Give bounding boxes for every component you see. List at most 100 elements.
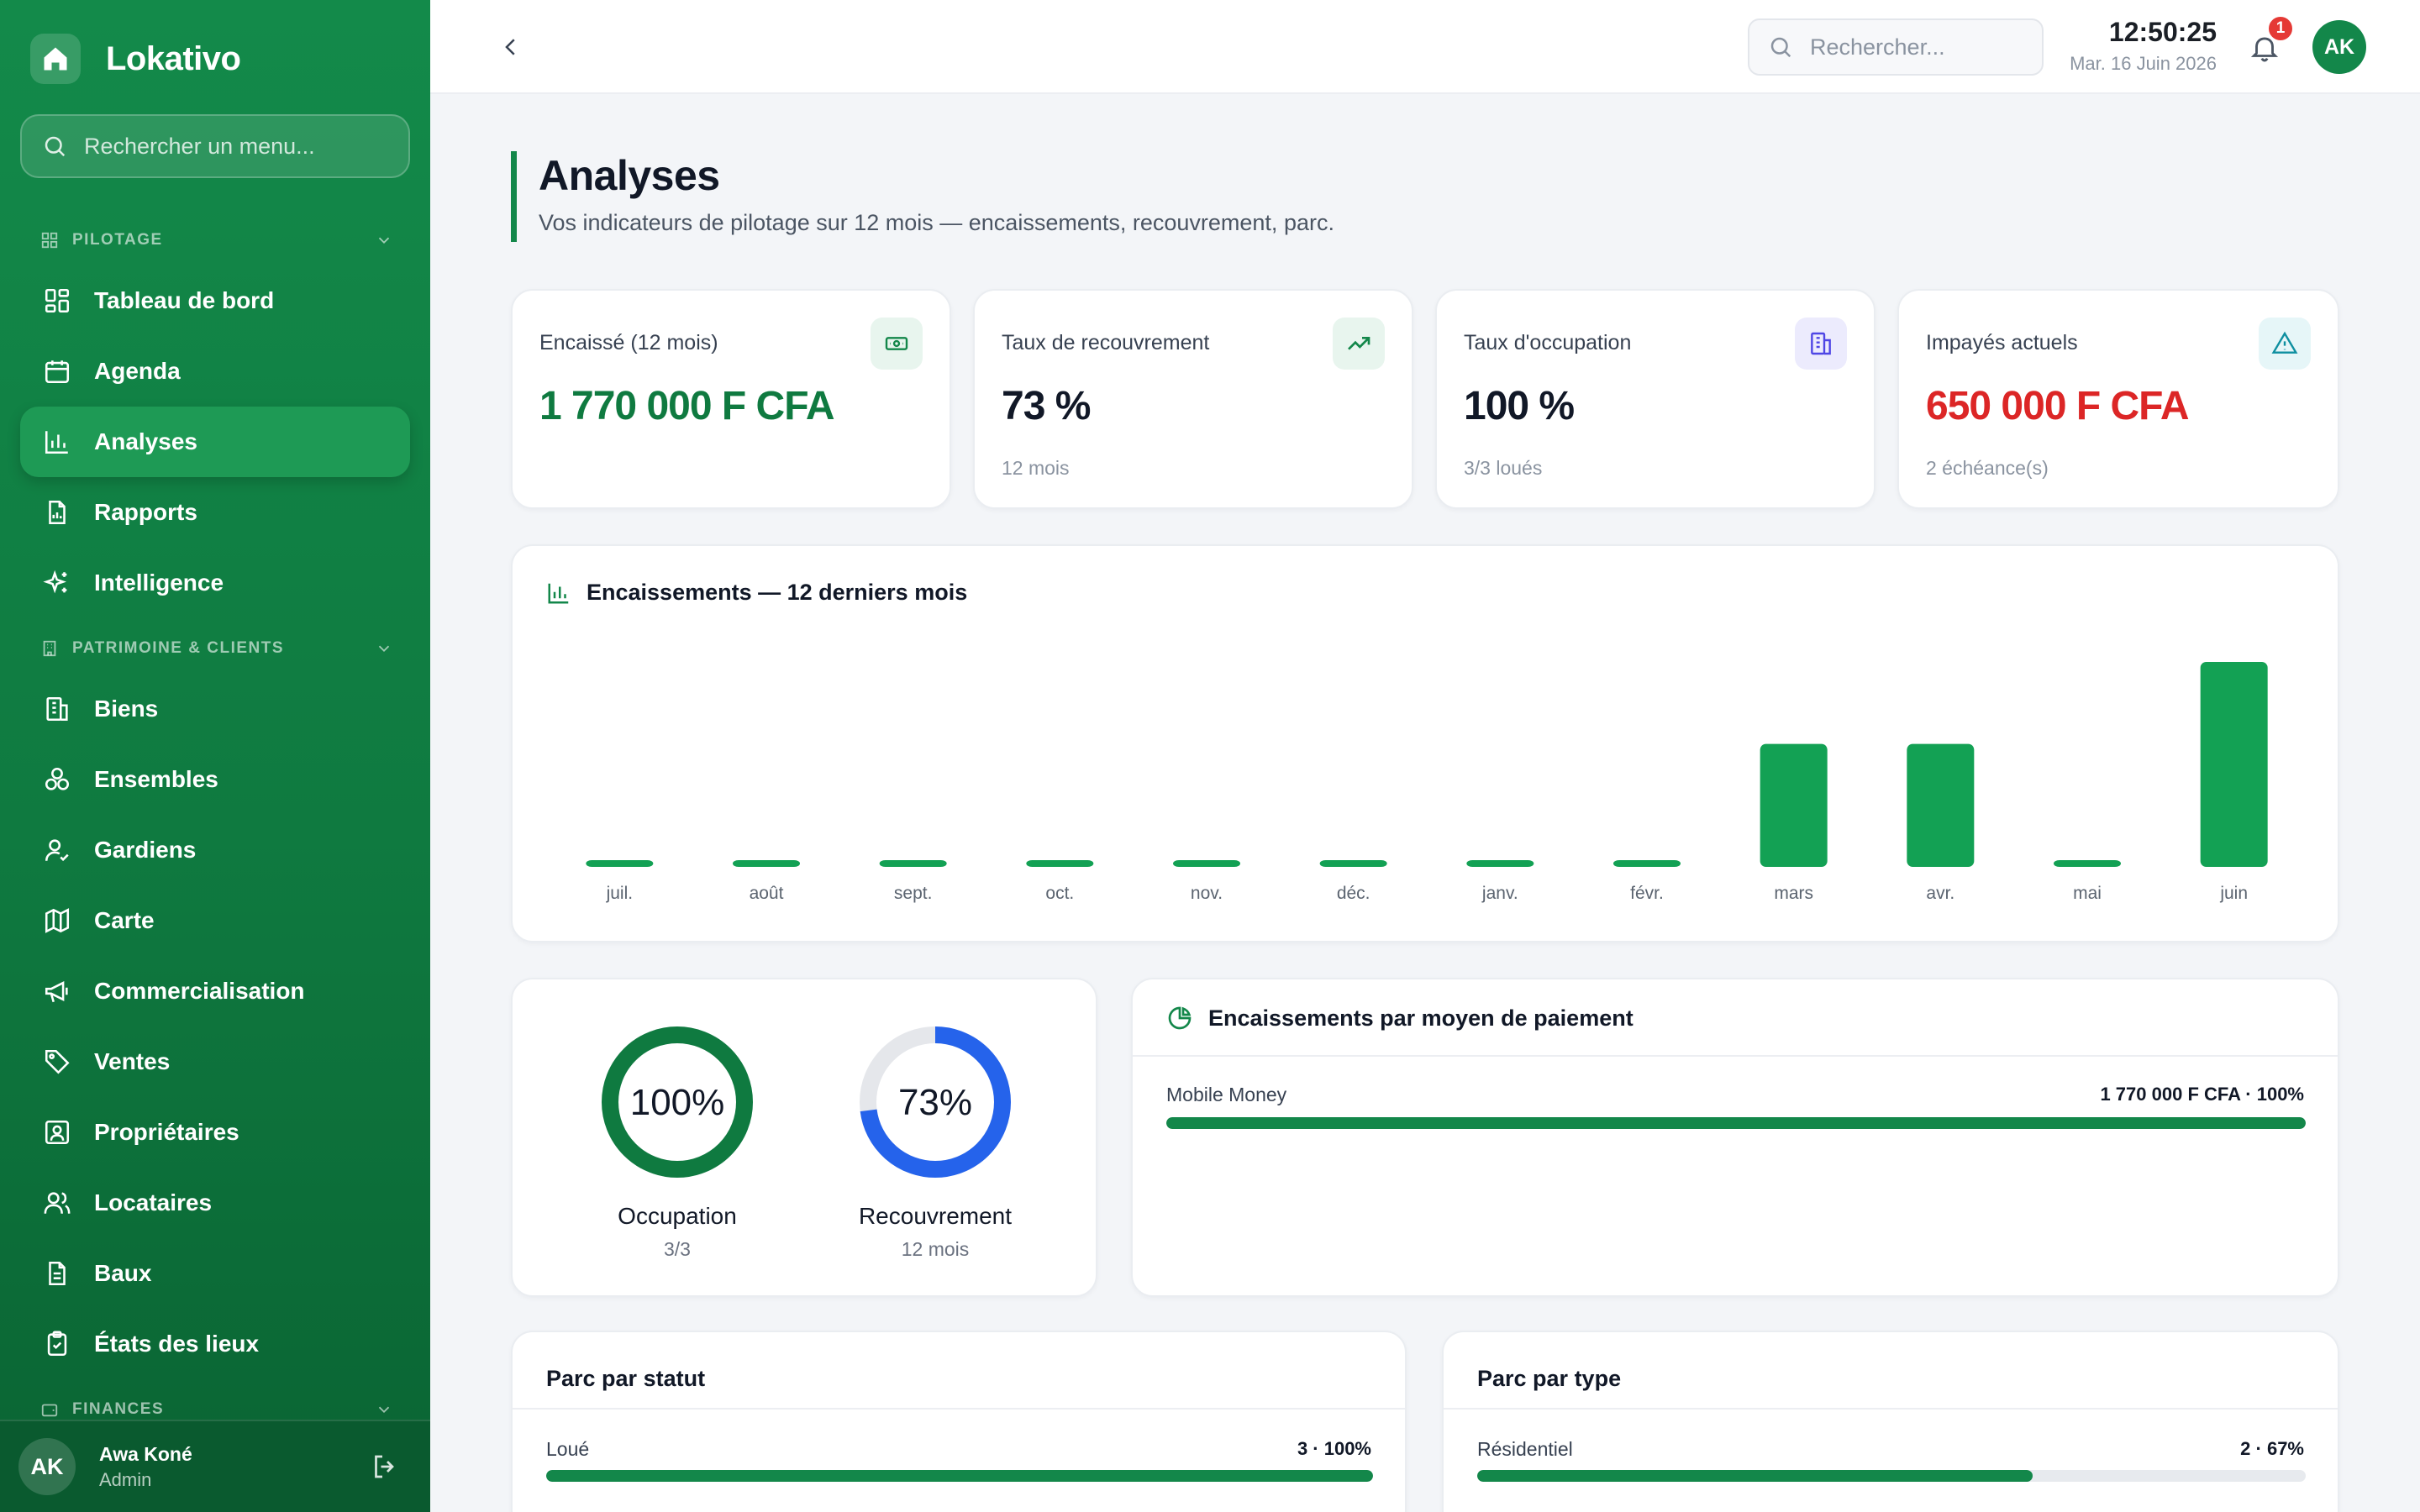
progress-value: 3 · 100% [1297, 1438, 1371, 1459]
sidebar-item-tableau-de-bord[interactable]: Tableau de bord [20, 265, 410, 336]
ring-sub: 12 mois [901, 1238, 970, 1260]
notification-badge: 1 [2267, 15, 2294, 42]
chart-bar [1466, 860, 1534, 867]
brand[interactable]: Lokativo [30, 34, 241, 84]
tick-label: mai [2073, 884, 2102, 903]
tick-label: oct. [1045, 884, 1074, 903]
parc-statut-title: Parc par statut [546, 1366, 705, 1392]
chart-bar [1173, 860, 1240, 867]
payments-card: Encaissements par moyen de paiement Mobi… [1131, 978, 2339, 1297]
kpi-label: Taux de recouvrement [1002, 331, 1210, 354]
chevron-left-icon[interactable] [494, 30, 528, 64]
page-title: Analyses [539, 152, 720, 199]
kpi-label: Taux d'occupation [1464, 331, 1632, 354]
sidebar-item-gardiens[interactable]: Gardiens [20, 815, 410, 885]
alert-triangle-icon [2259, 318, 2311, 370]
logout-icon[interactable] [370, 1452, 400, 1482]
rings-card: 100% 73% Occupation 3/3 Recouvrement 12 m… [511, 978, 1097, 1297]
progress-track [546, 1470, 1373, 1482]
chart-bar [1907, 743, 1975, 867]
parc-statut-card: Parc par statut Loué 3 · 100% [511, 1331, 1407, 1512]
sidebar-item-label: Baux [94, 1260, 152, 1286]
sidebar-item-biens[interactable]: Biens [20, 674, 410, 744]
chart-bar [733, 860, 800, 867]
search-icon [1770, 37, 1791, 58]
chart-title-text: Encaissements — 12 derniers mois [587, 580, 968, 605]
progress-track [1166, 1117, 2306, 1129]
document-icon [40, 1257, 74, 1290]
kpi-sub: 3/3 loués [1464, 457, 1543, 479]
user-role: Admin [99, 1468, 152, 1490]
search-icon [45, 136, 66, 157]
parc-type-title: Parc par type [1477, 1366, 1621, 1392]
ring-label: Occupation [618, 1203, 737, 1229]
building-icon [1795, 318, 1847, 370]
sidebar-item-label: Rapports [94, 499, 197, 525]
sidebar-user: AK Awa Koné Admin [0, 1420, 430, 1512]
chart-bar [879, 860, 947, 867]
progress-track [1477, 1470, 2306, 1482]
user-check-icon [40, 833, 74, 867]
chart-bar [1026, 860, 1094, 867]
avatar[interactable]: AK [18, 1438, 76, 1495]
sidebar-item-label: Agenda [94, 358, 181, 384]
sidebar-item-rapports[interactable]: Rapports [20, 477, 410, 548]
blocks-icon [40, 763, 74, 796]
section-patrimoine[interactable]: PATRIMOINE & CLIENTS [40, 632, 393, 665]
sidebar-item-agenda[interactable]: Agenda [20, 336, 410, 407]
section-label: PATRIMOINE & CLIENTS [72, 639, 285, 657]
user-info: Awa Koné Admin [99, 1443, 192, 1491]
trending-up-icon [1333, 318, 1385, 370]
building-icon [40, 639, 59, 658]
section-label: FINANCES [72, 1400, 165, 1418]
building-icon [40, 692, 74, 726]
parc-type-card: Parc par type Résidentiel 2 · 67% [1442, 1331, 2339, 1512]
avatar[interactable]: AK [2312, 20, 2366, 74]
chart-bar [1319, 860, 1387, 867]
parc-type-title-text: Parc par type [1477, 1366, 1622, 1391]
sidebar-item-commercialisation[interactable]: Commercialisation [20, 956, 410, 1026]
sidebar-search-placeholder: Rechercher un menu... [84, 133, 315, 159]
clock-date: Mar. 16 Juin 2026 [2070, 53, 2217, 74]
divider [513, 1408, 1405, 1410]
kpi-label: Encaissé (12 mois) [539, 331, 718, 354]
section-finances[interactable]: FINANCES [40, 1393, 393, 1426]
divider [1133, 1055, 2338, 1057]
clock: 12:50:25 Mar. 16 Juin 2026 [2060, 17, 2217, 75]
sidebar-item-etats-des-lieux[interactable]: États des lieux [20, 1309, 410, 1379]
sidebar-item-baux[interactable]: Baux [20, 1238, 410, 1309]
wallet-icon [40, 1400, 59, 1419]
sidebar-item-locataires[interactable]: Locataires [20, 1168, 410, 1238]
kpi-card-recouvrement: Taux de recouvrement 73 % 12 mois [973, 289, 1413, 509]
ring-arc [602, 1026, 753, 1178]
search-input[interactable]: Rechercher... [1748, 18, 2044, 76]
tag-icon [40, 1045, 74, 1079]
map-icon [40, 904, 74, 937]
kpi-card-occupation: Taux d'occupation 100 % 3/3 loués [1435, 289, 1876, 509]
dashboard-icon [40, 284, 74, 318]
divider [1444, 1408, 2338, 1410]
clock-time: 12:50:25 [2108, 17, 2217, 47]
ring-value: 100% [630, 1082, 725, 1123]
kpi-label: Impayés actuels [1926, 331, 2078, 354]
chart-bar [586, 860, 654, 867]
chart-bar [1613, 860, 1681, 867]
sidebar-item-ventes[interactable]: Ventes [20, 1026, 410, 1097]
sidebar-item-intelligence[interactable]: Intelligence [20, 548, 410, 618]
sidebar-item-proprietaires[interactable]: Propriétaires [20, 1097, 410, 1168]
sidebar-item-analyses[interactable]: Analyses [20, 407, 410, 477]
progress-value: 1 770 000 F CFA · 100% [2100, 1084, 2304, 1105]
user-name: Awa Koné [99, 1442, 192, 1465]
section-pilotage[interactable]: PILOTAGE [40, 223, 393, 257]
sidebar-item-carte[interactable]: Carte [20, 885, 410, 956]
bell-icon[interactable] [2245, 29, 2284, 67]
section-label: PILOTAGE [72, 231, 163, 249]
tick-label: avr. [1926, 884, 1954, 903]
sidebar-item-label: Analyses [94, 428, 197, 454]
sidebar-item-label: Tableau de bord [94, 287, 275, 313]
users-icon [40, 1186, 74, 1220]
sidebar-item-label: Ventes [94, 1048, 171, 1074]
sidebar-item-ensembles[interactable]: Ensembles [20, 744, 410, 815]
sidebar-search-input[interactable]: Rechercher un menu... [20, 114, 410, 178]
topbar: Rechercher... 12:50:25 Mar. 16 Juin 2026… [430, 0, 2420, 94]
